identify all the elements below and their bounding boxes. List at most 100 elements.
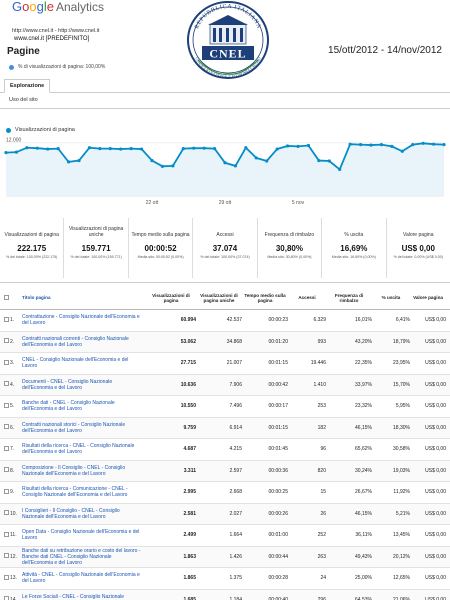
- data-point[interactable]: [4, 151, 8, 155]
- page-title-link[interactable]: Contratti nazionali correnti - Consiglio…: [22, 335, 129, 348]
- col-header-entrances[interactable]: Accessi: [298, 295, 316, 300]
- subtab-site-usage[interactable]: Uso del sito: [9, 97, 38, 103]
- data-point[interactable]: [46, 147, 50, 151]
- data-point[interactable]: [233, 164, 238, 168]
- metric-avg-time[interactable]: Tempo medio sulla pagina 00:00:52 Media …: [129, 218, 194, 278]
- col-header-exit-rate[interactable]: % uscita: [381, 295, 401, 300]
- col-header-pageviews[interactable]: Visualizzazioni di pagina: [152, 292, 190, 303]
- row-checkbox[interactable]: [0, 574, 10, 582]
- data-point[interactable]: [108, 147, 112, 151]
- data-point[interactable]: [254, 156, 258, 160]
- data-point[interactable]: [296, 144, 300, 148]
- chart-legend[interactable]: Visualizzazioni di pagina: [6, 127, 75, 133]
- row-checkbox[interactable]: [0, 488, 10, 496]
- page-title-link[interactable]: Risultati della ricerca - CNEL - Consigl…: [22, 443, 135, 456]
- table-row[interactable]: 1. Contrattazione - Consiglio Nazionale d…: [0, 310, 450, 332]
- table-row[interactable]: 2. Contratti nazionali correnti - Consigl…: [0, 331, 450, 353]
- table-row[interactable]: 7. Risultati della ricerca - CNEL - Consi…: [0, 439, 450, 461]
- select-all-checkbox[interactable]: [0, 286, 10, 309]
- table-row[interactable]: 5. Banche dati - CNEL - Consiglio Naziona…: [0, 396, 450, 418]
- row-checkbox[interactable]: [0, 381, 10, 388]
- col-header-title[interactable]: Titolo pagina: [22, 295, 51, 300]
- col-header-page-value[interactable]: Valore pagina: [413, 295, 443, 300]
- page-title-link[interactable]: Open Data - Consiglio Nazionale dell'Eco…: [22, 529, 140, 542]
- page-title-link[interactable]: Contratti nazionali storici - Consiglio …: [22, 421, 126, 434]
- data-point[interactable]: [87, 146, 92, 150]
- row-checkbox[interactable]: [0, 402, 10, 410]
- row-checkbox[interactable]: [0, 510, 10, 517]
- page-title-link[interactable]: CNEL - Consiglio Nazionale dell'Economia…: [22, 357, 129, 370]
- row-checkbox[interactable]: [0, 316, 10, 324]
- row-checkbox[interactable]: [0, 424, 10, 431]
- data-point[interactable]: [358, 143, 363, 147]
- data-point[interactable]: [400, 149, 404, 153]
- row-checkbox[interactable]: [0, 359, 10, 367]
- metric-exit-rate[interactable]: % uscita 16,69% Media sito: 16,69% (0,00…: [322, 218, 387, 278]
- col-header-avg-time[interactable]: Tempo medio sulla pagina: [244, 292, 286, 303]
- table-row[interactable]: 6. Contratti nazionali storici - Consigli…: [0, 417, 450, 439]
- page-title-link[interactable]: Banche dati - CNEL - Consiglio Nazionale…: [22, 400, 115, 413]
- google-analytics-logo[interactable]: Google Analytics: [12, 0, 104, 14]
- data-point[interactable]: [181, 147, 185, 151]
- data-point[interactable]: [129, 147, 133, 151]
- data-point[interactable]: [223, 161, 227, 165]
- data-point[interactable]: [338, 167, 342, 172]
- col-header-unique-pageviews[interactable]: Visualizzazioni di pagina uniche: [200, 292, 238, 303]
- table-row[interactable]: 3. CNEL - Consiglio Nazionale dell'Econom…: [0, 353, 450, 375]
- data-point[interactable]: [139, 147, 144, 151]
- table-row[interactable]: 10. I Consiglieri - Il Consiglio - CNEL -…: [0, 503, 450, 525]
- data-point[interactable]: [192, 146, 196, 150]
- data-point[interactable]: [212, 147, 217, 151]
- data-point[interactable]: [35, 146, 39, 150]
- data-point[interactable]: [265, 159, 269, 163]
- page-title-link[interactable]: Risultati della ricerca - Comunicazione …: [22, 486, 128, 499]
- data-point[interactable]: [150, 158, 154, 163]
- metric-page-value[interactable]: Valore pagina US$ 0,00 % del totale: 0,0…: [393, 232, 443, 259]
- data-point[interactable]: [390, 144, 394, 148]
- data-point[interactable]: [160, 164, 165, 168]
- data-point[interactable]: [119, 147, 123, 151]
- data-point[interactable]: [98, 147, 102, 151]
- page-title-link[interactable]: Attività - CNEL - Consiglio Nazionale de…: [22, 572, 140, 585]
- page-title-link[interactable]: I Consiglieri - Il Consiglio - CNEL - Co…: [22, 507, 120, 520]
- table-row[interactable]: 8. Composizione - Il Consiglio - CNEL - C…: [0, 460, 450, 482]
- data-point[interactable]: [285, 144, 290, 148]
- data-point[interactable]: [327, 159, 331, 163]
- data-point[interactable]: [275, 147, 279, 151]
- data-point[interactable]: [421, 141, 425, 145]
- metric-entrances[interactable]: Accessi 37.074 % del totale: 100,00% (37…: [193, 218, 258, 278]
- data-point[interactable]: [442, 143, 446, 147]
- data-point[interactable]: [431, 142, 436, 146]
- table-row[interactable]: 9. Risultati della ricerca - Comunicazion…: [0, 482, 450, 504]
- row-checkbox[interactable]: [0, 467, 10, 474]
- table-row[interactable]: 11. Open Data - Consiglio Nazionale dell'…: [0, 525, 450, 547]
- page-title-link[interactable]: Contrattazione - Consiglio Nazionale del…: [22, 314, 140, 327]
- row-checkbox[interactable]: [0, 338, 10, 345]
- table-row[interactable]: 13. Attività - CNEL - Consiglio Nazionale…: [0, 568, 450, 590]
- data-point[interactable]: [66, 160, 71, 164]
- page-title-link[interactable]: Banche dati su retribuzione orario e cos…: [22, 547, 141, 566]
- data-point[interactable]: [244, 146, 248, 150]
- metric-unique-pageviews[interactable]: Visualizzazioni di pagina uniche 159.771…: [64, 218, 129, 278]
- row-checkbox[interactable]: [0, 596, 10, 600]
- table-row[interactable]: 4. Documenti - CNEL - Consiglio Nazionale…: [0, 374, 450, 396]
- col-header-bounce-rate[interactable]: Frequenza di rimbalzo: [334, 292, 364, 303]
- data-point[interactable]: [317, 158, 321, 163]
- page-title-link[interactable]: Documenti - CNEL - Consiglio Nazionale d…: [22, 378, 113, 391]
- date-range[interactable]: 15/ott/2012 - 14/nov/2012: [328, 45, 442, 56]
- data-point[interactable]: [411, 143, 415, 147]
- data-point[interactable]: [369, 143, 373, 147]
- data-point[interactable]: [25, 146, 29, 150]
- data-point[interactable]: [77, 158, 81, 163]
- data-point[interactable]: [56, 147, 60, 151]
- row-checkbox[interactable]: [0, 553, 10, 560]
- data-point[interactable]: [348, 142, 352, 146]
- data-point[interactable]: [202, 146, 206, 150]
- data-point[interactable]: [379, 143, 384, 147]
- metric-pageviews[interactable]: Visualizzazioni di pagina 222.175 % del …: [0, 218, 65, 278]
- page-title-link[interactable]: Le Forze Sociali - CNEL - Consiglio Nazi…: [22, 593, 125, 600]
- data-point[interactable]: [14, 150, 19, 154]
- tab-explore[interactable]: Esplorazione: [4, 79, 51, 93]
- table-row[interactable]: 12. Banche dati su retribuzione orario e …: [0, 546, 450, 568]
